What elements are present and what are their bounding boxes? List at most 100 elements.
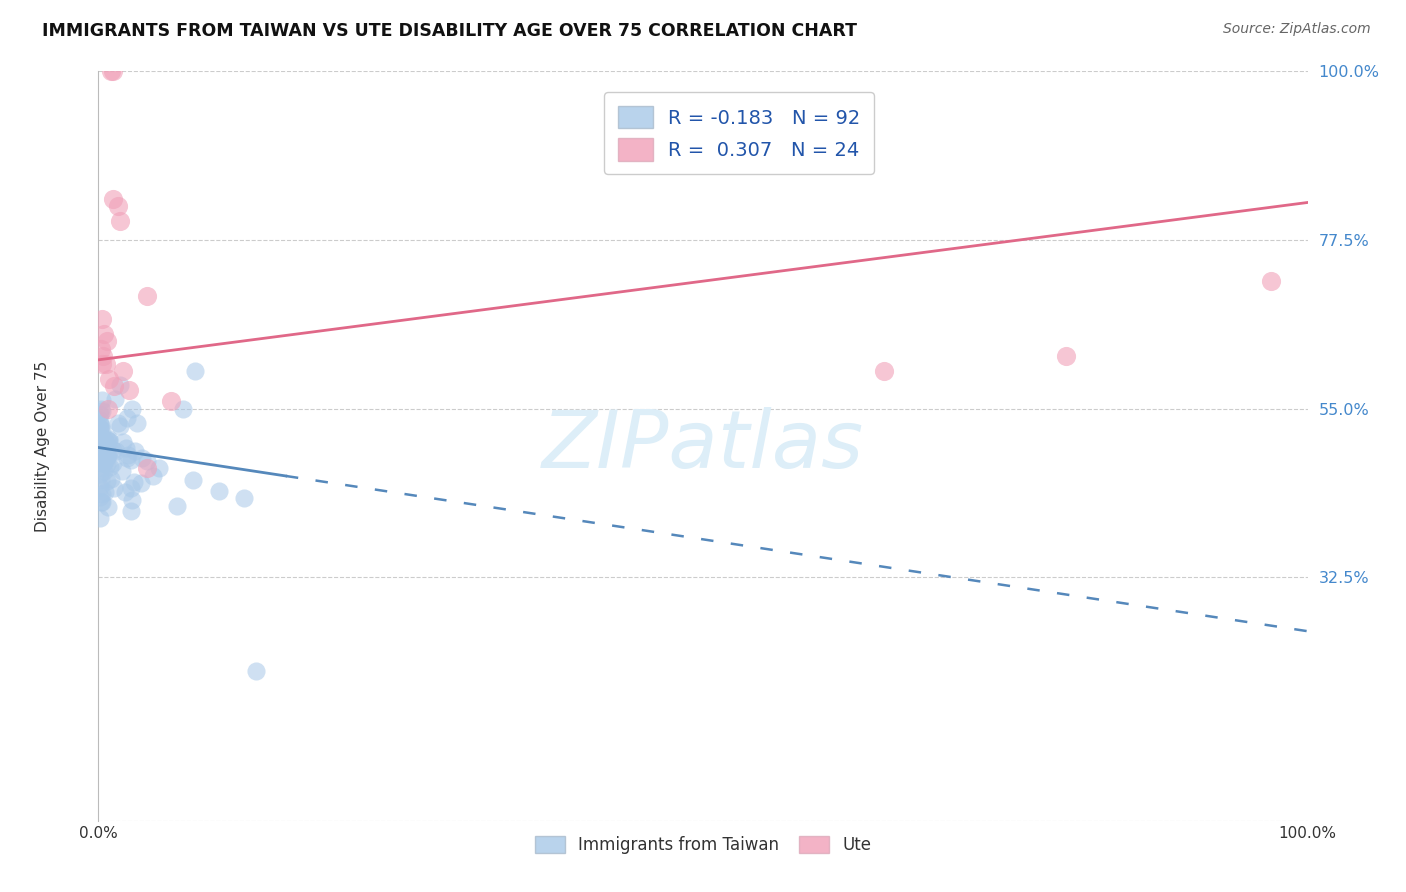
Point [90, 474, 112, 488]
Point [98, 434, 121, 448]
Point [91, 423, 114, 437]
Point [91, 349, 114, 363]
Point [96, 334, 118, 348]
Point [108, 378, 131, 392]
Point [98, 459, 121, 474]
Point [91, 455, 114, 469]
Point [89, 443, 111, 458]
Point [1260, 274, 1282, 288]
Point [90, 441, 112, 455]
Point [120, 504, 142, 518]
Point [111, 464, 134, 478]
Point [89, 444, 111, 458]
Point [208, 483, 231, 498]
Point [93, 326, 115, 341]
Point [89, 490, 111, 504]
Point [129, 476, 152, 491]
Point [97, 401, 120, 416]
Text: IMMIGRANTS FROM TAIWAN VS UTE DISABILITY AGE OVER 75 CORRELATION CHART: IMMIGRANTS FROM TAIWAN VS UTE DISABILITY… [42, 22, 858, 40]
Point [112, 434, 135, 449]
Point [94, 357, 117, 371]
Point [104, 443, 127, 458]
Point [104, 392, 127, 406]
Point [90, 342, 112, 356]
Point [96, 448, 118, 462]
Point [107, 417, 129, 431]
Point [115, 451, 138, 466]
Point [90, 434, 112, 449]
Point [1054, 349, 1077, 363]
Point [97, 432, 120, 446]
Point [94, 434, 117, 449]
Point [100, 64, 122, 78]
Point [117, 448, 139, 462]
Point [245, 664, 267, 678]
Point [873, 364, 896, 378]
Point [90, 495, 112, 509]
Point [94, 436, 117, 450]
Point [101, 443, 124, 458]
Point [90, 447, 112, 461]
Point [142, 469, 165, 483]
Point [94, 450, 117, 465]
Point [184, 364, 207, 378]
Point [114, 485, 136, 500]
Point [94, 440, 117, 454]
Point [89, 467, 111, 482]
Point [91, 456, 114, 470]
Point [89, 429, 111, 443]
Point [166, 499, 188, 513]
Point [89, 436, 111, 450]
Point [101, 64, 124, 78]
Point [89, 421, 111, 435]
Point [89, 413, 111, 427]
Point [91, 357, 114, 371]
Point [89, 480, 111, 494]
Point [107, 199, 129, 213]
Point [121, 493, 143, 508]
Point [89, 444, 111, 458]
Point [90, 404, 112, 418]
Point [94, 438, 117, 452]
Point [96, 457, 118, 471]
Point [100, 472, 122, 486]
Point [232, 491, 254, 506]
Point [122, 475, 145, 489]
Point [108, 418, 131, 433]
Y-axis label: Disability Age Over 75: Disability Age Over 75 [35, 360, 49, 532]
Point [118, 383, 141, 397]
Text: ZIPatlas: ZIPatlas [541, 407, 865, 485]
Point [93, 464, 115, 478]
Point [135, 289, 157, 303]
Point [96, 474, 118, 488]
Point [125, 416, 148, 430]
Point [89, 511, 111, 525]
Point [111, 364, 134, 378]
Point [89, 455, 111, 469]
Point [89, 407, 111, 421]
Point [120, 481, 142, 495]
Point [90, 494, 112, 508]
Point [96, 434, 118, 448]
Point [94, 454, 117, 468]
Text: Source: ZipAtlas.com: Source: ZipAtlas.com [1223, 22, 1371, 37]
Point [90, 487, 112, 501]
Point [108, 214, 131, 228]
Point [124, 443, 146, 458]
Point [89, 434, 111, 448]
Point [160, 394, 183, 409]
Point [89, 417, 111, 432]
Legend: Immigrants from Taiwan, Ute: Immigrants from Taiwan, Ute [529, 830, 877, 861]
Point [94, 485, 117, 500]
Point [121, 402, 143, 417]
Point [97, 434, 120, 448]
Point [89, 421, 111, 435]
Point [91, 311, 114, 326]
Point [91, 393, 114, 408]
Point [89, 451, 111, 466]
Point [90, 401, 112, 416]
Point [172, 401, 194, 416]
Point [93, 441, 115, 455]
Point [97, 500, 120, 514]
Point [135, 461, 157, 475]
